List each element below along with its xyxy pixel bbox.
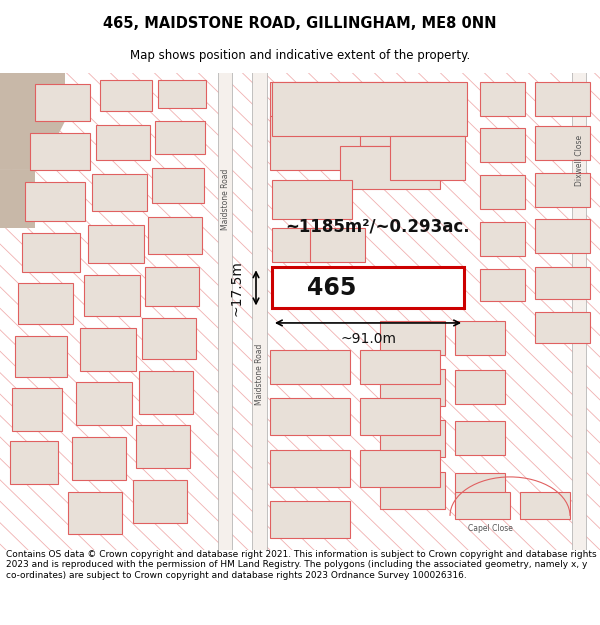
Bar bbox=[535, 82, 590, 116]
Bar bbox=[88, 224, 144, 264]
Bar bbox=[360, 398, 440, 435]
Bar bbox=[380, 369, 445, 406]
Bar bbox=[272, 180, 352, 219]
Text: ~1185m²/~0.293ac.: ~1185m²/~0.293ac. bbox=[285, 217, 470, 236]
Bar bbox=[145, 268, 199, 306]
Bar bbox=[270, 449, 350, 487]
Bar bbox=[96, 125, 150, 160]
Text: Dixwell Close: Dixwell Close bbox=[575, 134, 584, 186]
Bar bbox=[152, 168, 204, 203]
Bar bbox=[535, 173, 590, 207]
Bar bbox=[22, 233, 80, 272]
Bar bbox=[12, 388, 62, 431]
Bar bbox=[252, 72, 267, 550]
Bar bbox=[455, 491, 510, 519]
Text: Maidstone Road: Maidstone Road bbox=[255, 344, 264, 405]
Bar bbox=[535, 126, 590, 160]
Text: ~17.5m: ~17.5m bbox=[229, 260, 243, 316]
Bar bbox=[272, 228, 332, 261]
Bar bbox=[270, 116, 360, 170]
Bar bbox=[380, 321, 445, 355]
Bar bbox=[148, 217, 202, 254]
Bar bbox=[76, 382, 132, 425]
Text: 465, MAIDSTONE ROAD, GILLINGHAM, ME8 0NN: 465, MAIDSTONE ROAD, GILLINGHAM, ME8 0NN bbox=[103, 16, 497, 31]
Bar bbox=[360, 350, 440, 384]
Bar bbox=[360, 449, 440, 487]
Bar bbox=[142, 318, 196, 359]
Bar bbox=[340, 146, 440, 189]
Text: ~91.0m: ~91.0m bbox=[340, 331, 396, 346]
Bar bbox=[18, 283, 73, 324]
Bar bbox=[84, 275, 140, 316]
Polygon shape bbox=[0, 72, 65, 170]
Bar bbox=[572, 72, 586, 550]
Bar bbox=[72, 437, 126, 480]
Text: Capel Close: Capel Close bbox=[467, 524, 512, 533]
Bar bbox=[480, 128, 525, 162]
Bar bbox=[380, 472, 445, 509]
Bar bbox=[0, 170, 35, 228]
Bar bbox=[480, 175, 525, 209]
Bar bbox=[480, 269, 525, 301]
Bar bbox=[380, 421, 445, 457]
Bar bbox=[272, 82, 467, 136]
Bar bbox=[270, 350, 350, 384]
Bar bbox=[455, 370, 505, 404]
Bar bbox=[270, 501, 350, 538]
Text: Maidstone Road: Maidstone Road bbox=[221, 169, 229, 230]
Bar bbox=[158, 80, 206, 107]
Text: Contains OS data © Crown copyright and database right 2021. This information is : Contains OS data © Crown copyright and d… bbox=[6, 550, 596, 580]
Bar bbox=[270, 82, 440, 146]
Bar bbox=[15, 336, 67, 376]
Bar bbox=[30, 133, 90, 170]
Bar bbox=[136, 425, 190, 468]
Text: Map shows position and indicative extent of the property.: Map shows position and indicative extent… bbox=[130, 49, 470, 62]
Bar bbox=[68, 491, 122, 534]
Bar bbox=[455, 321, 505, 355]
Bar bbox=[155, 121, 205, 154]
Bar bbox=[133, 480, 187, 522]
Bar bbox=[272, 268, 464, 308]
Bar bbox=[139, 371, 193, 414]
Bar bbox=[535, 219, 590, 253]
Bar bbox=[535, 312, 590, 343]
Bar bbox=[80, 328, 136, 371]
Bar bbox=[455, 473, 505, 507]
Bar bbox=[480, 82, 525, 116]
Bar bbox=[270, 398, 350, 435]
Bar bbox=[310, 228, 365, 261]
Bar bbox=[100, 80, 152, 111]
Bar bbox=[480, 222, 525, 256]
Bar bbox=[25, 182, 85, 221]
Bar bbox=[390, 136, 465, 180]
Bar bbox=[520, 491, 570, 519]
Bar bbox=[35, 84, 90, 121]
Bar bbox=[218, 72, 232, 550]
Bar bbox=[10, 441, 58, 484]
Bar bbox=[455, 421, 505, 456]
Bar bbox=[92, 174, 147, 211]
Bar bbox=[535, 268, 590, 299]
Text: 465: 465 bbox=[307, 276, 356, 300]
